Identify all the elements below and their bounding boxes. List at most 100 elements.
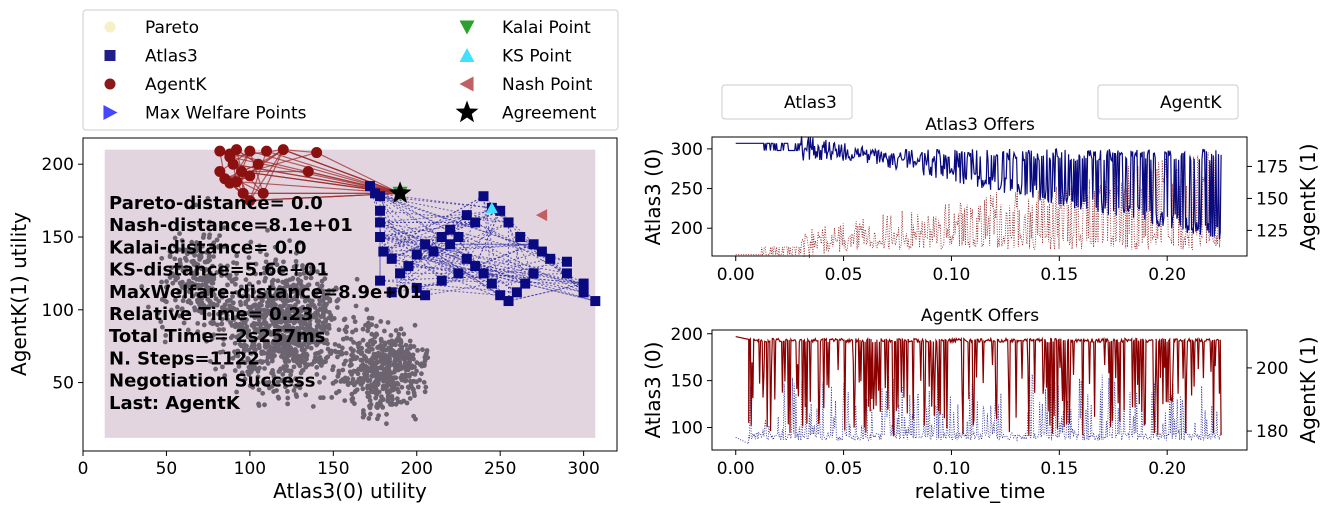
atlas3-offer-point (445, 239, 456, 250)
outcome-point (293, 250, 299, 256)
outcome-point (355, 371, 361, 377)
outcome-point (273, 302, 278, 308)
atlas3-offer-link (458, 236, 534, 274)
outcome-point (231, 222, 237, 227)
outcome-point (264, 252, 269, 258)
atlas3-offer-point (365, 181, 376, 192)
legend-label-agreement: Agreement (502, 104, 597, 124)
outcome-point (191, 270, 197, 276)
outcome-point (387, 356, 393, 361)
outcome-point (342, 375, 348, 381)
outcome-point (295, 340, 301, 346)
outcome-point (388, 333, 394, 338)
outcome-point (307, 317, 313, 323)
atlas3-offer-link (508, 283, 584, 302)
atlas3-offer-point (503, 217, 514, 228)
outcome-point (222, 373, 228, 378)
outcome-point (405, 390, 411, 396)
outcome-point (286, 358, 292, 364)
outcome-point (369, 315, 375, 321)
atlas3-offer-link (424, 243, 584, 285)
outcome-point (214, 322, 220, 328)
outcome-point (407, 396, 413, 401)
outcome-point (284, 335, 290, 341)
outcome-point (256, 280, 262, 285)
outcome-point (340, 336, 346, 342)
outcome-point (360, 386, 366, 392)
utility-scatter-panel: Pareto Atlas3 AgentK Max Welfare Points Kala… (7, 9, 619, 503)
atlas3-offer-point (470, 217, 481, 228)
outcome-point (411, 390, 417, 396)
outcome-point (360, 326, 366, 332)
outcome-point (325, 295, 331, 301)
outcome-point (257, 335, 262, 340)
outcome-point (336, 327, 342, 333)
atlas3-offer-point (503, 296, 514, 307)
outcome-point (374, 365, 380, 371)
legend-label-atlas3: Atlas3 (145, 47, 198, 67)
outcome-point (403, 342, 409, 348)
outcome-point (248, 239, 254, 245)
outcome-point (406, 350, 411, 356)
outcome-point (249, 309, 255, 315)
outcome-point (351, 348, 356, 353)
outcome-point (302, 331, 308, 337)
outcome-point (207, 273, 213, 279)
outcome-point (335, 305, 340, 310)
outcome-point (201, 303, 207, 308)
outcome-point (225, 282, 230, 288)
atlas3-offers-panel: Atlas3 AgentK Atlas3 Offers 0.00 0.05 0.10… (641, 84, 1320, 285)
atlas3-offer-link (379, 221, 459, 238)
outcome-point (232, 368, 238, 373)
atlas3-offer-link (379, 221, 476, 238)
outcome-point (342, 398, 348, 403)
outcome-point (305, 339, 311, 345)
outcome-point (368, 402, 374, 407)
atlas3-offer-point (386, 253, 397, 264)
outcome-point (300, 266, 306, 272)
agentk-offers-y-label: Atlas3 (0) (641, 342, 665, 439)
atlas3-offer-point (411, 282, 422, 293)
outcome-point (271, 374, 277, 379)
atlas3-offer-link (399, 214, 468, 274)
outcome-point (413, 416, 418, 422)
outcome-point (333, 379, 339, 384)
agentk-offer-link (249, 150, 401, 194)
outcome-point (246, 335, 252, 340)
series-atlas3 (735, 374, 1222, 445)
atlas3-offer-points (365, 181, 601, 307)
outcome-point (241, 348, 247, 354)
atlas3-offer-link (508, 236, 521, 302)
outcome-point (197, 222, 202, 228)
outcome-point (293, 263, 299, 268)
outcome-point (165, 283, 171, 289)
outcome-point (283, 311, 289, 316)
outcome-point (398, 399, 404, 405)
outcome-point (291, 283, 297, 289)
atlas3-offer-link (379, 195, 584, 293)
atlas3-offer-point (561, 268, 572, 279)
outcome-point (368, 386, 374, 392)
outcome-point (390, 396, 395, 402)
outcome-point (356, 376, 362, 382)
outcome-point (163, 299, 169, 305)
outcome-point (382, 340, 388, 346)
outcome-point (313, 290, 319, 296)
outcome-point (262, 366, 267, 371)
x-tick-label: 150 (317, 459, 349, 479)
outcome-point (378, 394, 384, 399)
outcome-point (162, 339, 168, 345)
outcome-point (265, 354, 271, 360)
outcome-point (245, 369, 251, 375)
agentk-offers-y-ticks-right: 180 200 (1247, 359, 1288, 442)
outcome-point (205, 304, 211, 310)
outcome-point (375, 416, 380, 422)
outcome-point (230, 333, 235, 339)
outcome-point (385, 320, 391, 325)
scatter-y-label: AgentK(1) utility (7, 212, 31, 376)
outcome-point (230, 294, 235, 299)
outcome-point (375, 382, 380, 388)
outcome-point (272, 244, 278, 250)
outcome-point (159, 279, 164, 285)
